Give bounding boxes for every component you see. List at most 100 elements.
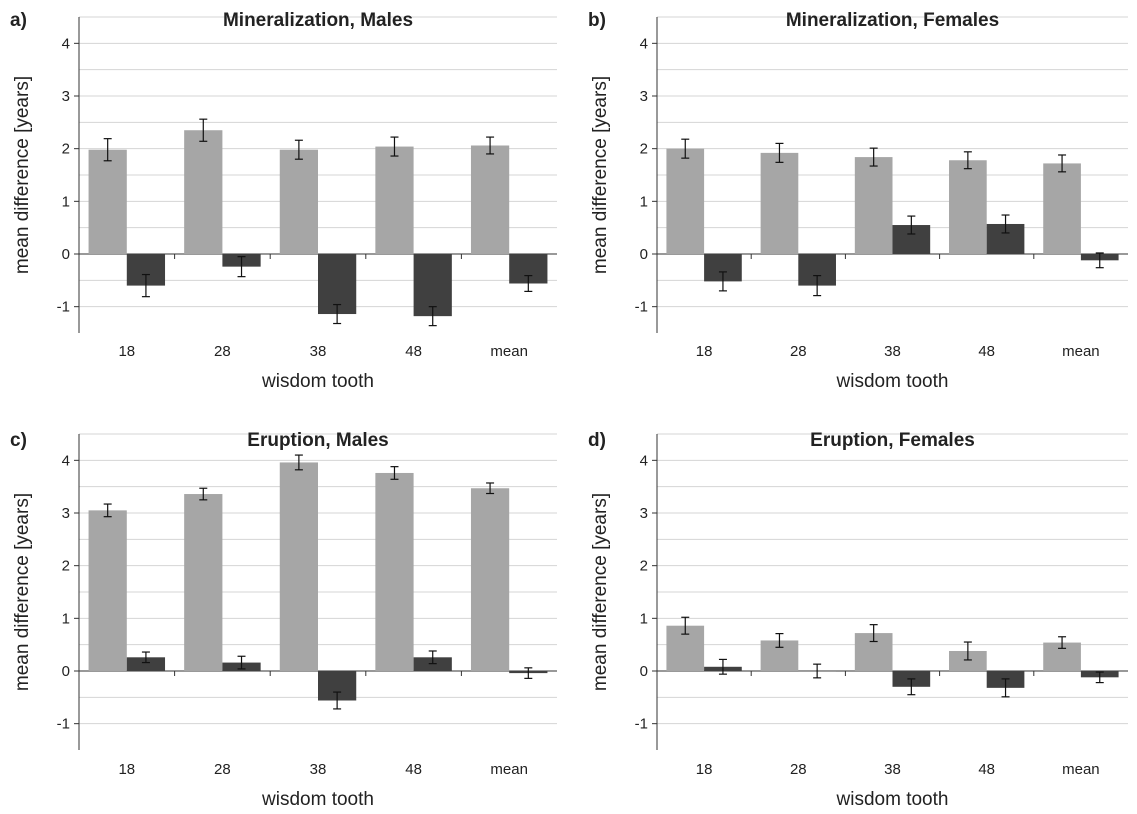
x-tick-label: 18 [696,761,713,778]
y-tick-label: 4 [62,452,70,469]
x-tick-label: 38 [310,343,327,360]
x-tick-label: mean [1062,761,1100,778]
y-tick-label: 1 [62,610,70,627]
y-tick-label: 4 [62,35,70,52]
bar [375,472,414,671]
error-bar [103,138,112,162]
error-bar [718,658,727,675]
x-tick-label: mean [490,343,528,360]
y-tick-label: 3 [640,505,648,522]
error-bar [907,678,916,696]
x-tick-label: 48 [978,343,995,360]
x-tick-label: 38 [310,761,327,778]
error-bar [813,663,822,679]
error-bar [333,303,342,325]
bar [1043,163,1081,254]
y-tick-label: 2 [640,558,648,575]
chart-title: Eruption, Males [247,430,388,451]
error-bar [681,138,690,159]
x-tick-label: 48 [978,761,995,778]
error-bar [486,482,495,495]
y-tick-label: 0 [62,246,70,263]
error-bar [199,118,208,142]
x-tick-label: 28 [790,761,807,778]
y-axis-title: mean difference [years] [12,493,33,691]
y-tick-label: -1 [635,716,648,733]
error-bar [963,641,972,661]
x-tick-label: 28 [214,343,231,360]
y-tick-label: 1 [640,193,648,210]
bar [88,510,127,671]
error-bar [775,142,784,163]
error-bar [718,271,727,292]
error-bar [390,136,399,157]
error-bar [775,633,784,648]
chart-panel-1: -1 0 1 2 3 4 18 28 38 48 mean wisdom tooth mean diff… [10,10,557,392]
x-tick-label: 48 [405,343,422,360]
x-tick-label: 38 [884,343,901,360]
bar [375,146,414,254]
y-tick-label: 3 [640,88,648,105]
chart-panel-2: -1 0 1 2 3 4 18 28 38 48 mean wisdom tooth mean diff… [588,10,1128,392]
bar [949,650,987,671]
y-tick-label: -1 [635,299,648,316]
bar [126,657,166,671]
error-bar [141,273,150,298]
y-tick-label: 2 [640,141,648,158]
y-tick-label: 0 [640,246,648,263]
chart-title: Mineralization, Males [223,10,413,31]
chart-panel-4: -1 0 1 2 3 4 18 28 38 48 mean wisdom tooth mean diff… [588,430,1128,810]
error-bar [1058,154,1067,173]
error-bar [907,215,916,235]
error-bar [237,256,246,278]
bar [279,149,318,254]
bar [470,488,510,671]
error-bar [1001,214,1010,234]
panel-letter: b) [588,10,606,31]
y-tick-label: -1 [57,299,70,316]
bar [184,130,223,254]
x-tick-label: 18 [118,343,135,360]
error-bar [428,306,437,327]
error-bar [524,667,533,679]
bar [413,254,452,317]
error-bar [103,503,112,518]
bar [949,160,987,254]
x-tick-label: 28 [790,343,807,360]
error-bar [333,691,342,710]
x-axis-title: wisdom tooth [261,789,374,809]
panel-letter: c) [10,430,27,451]
error-bar [1058,636,1067,649]
bar [470,145,510,254]
y-axis-title: mean difference [years] [12,76,33,274]
bar [666,148,705,254]
x-tick-label: mean [490,761,528,778]
error-bar [1001,678,1010,698]
y-tick-label: -1 [57,716,70,733]
error-bar [294,454,303,471]
bar [88,149,127,254]
x-tick-label: 28 [214,761,231,778]
panel-letter: a) [10,10,27,31]
error-bar [869,624,878,643]
y-tick-label: 1 [62,193,70,210]
y-tick-label: 2 [62,141,70,158]
error-bar [486,136,495,155]
error-bar [141,651,150,664]
error-bar [428,650,437,665]
bar [279,462,318,671]
x-tick-label: 48 [405,761,422,778]
y-tick-label: 1 [640,610,648,627]
y-tick-label: 3 [62,88,70,105]
x-tick-label: mean [1062,343,1100,360]
x-axis-title: wisdom tooth [836,789,949,809]
chart-title: Eruption, Females [810,430,975,451]
y-tick-label: 3 [62,505,70,522]
bar [854,157,893,254]
error-bar [963,151,972,170]
y-tick-label: 0 [62,663,70,680]
panel-letter: d) [588,430,606,451]
error-bar [524,274,533,292]
